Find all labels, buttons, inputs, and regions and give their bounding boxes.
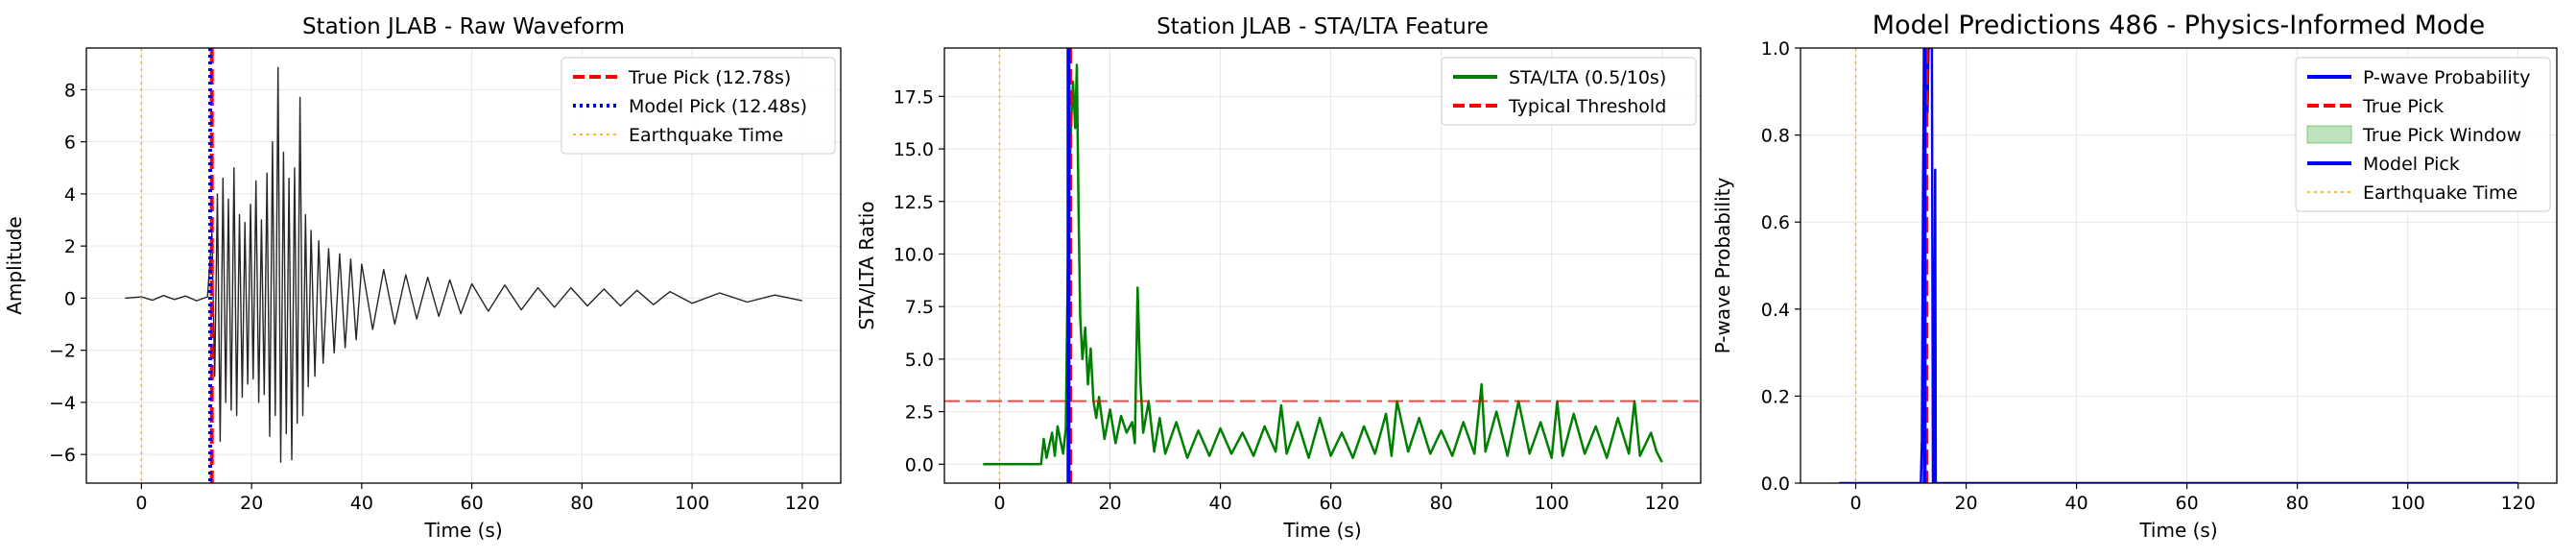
y-tick-label: 6 bbox=[64, 133, 76, 154]
y-tick-label: 0.0 bbox=[905, 454, 934, 475]
legend: True Pick (12.78s) Model Pick (12.48s) Ear… bbox=[561, 57, 836, 155]
y-tick-label: 0 bbox=[64, 288, 76, 309]
legend-box bbox=[1441, 57, 1697, 126]
plot-area bbox=[125, 48, 802, 483]
x-tick-label: 40 bbox=[1208, 493, 1231, 514]
plot-area bbox=[944, 48, 1701, 483]
axes-frame bbox=[85, 47, 842, 484]
y-tick-label: 15.0 bbox=[894, 139, 934, 160]
axes-frame bbox=[1800, 47, 2558, 484]
legend-box bbox=[561, 57, 836, 155]
x-axis-label: Time (s) bbox=[1282, 519, 1361, 542]
x-tick-label: 0 bbox=[135, 493, 147, 514]
y-axis-label: STA/LTA Ratio bbox=[855, 201, 878, 329]
axes-frame bbox=[943, 47, 1702, 484]
y-tick-label: 2.5 bbox=[905, 402, 934, 424]
series-waveform-0 bbox=[125, 66, 802, 463]
legend: P-wave Probability True Pick True Pick Win… bbox=[2295, 57, 2551, 212]
x-tick-label: 100 bbox=[2391, 493, 2425, 514]
y-tick-label: 8 bbox=[64, 80, 76, 101]
y-tick-label: −4 bbox=[49, 393, 76, 414]
y-tick-label: 12.5 bbox=[894, 192, 934, 213]
y-tick-label: 0.8 bbox=[1761, 126, 1790, 147]
x-tick-label: 60 bbox=[1320, 493, 1343, 514]
x-tick-label: 60 bbox=[461, 493, 484, 514]
legend-box bbox=[2295, 57, 2551, 212]
legend-label: STA/LTA (0.5/10s) bbox=[1509, 67, 1666, 88]
x-tick-label: 20 bbox=[1098, 493, 1121, 514]
y-tick-label: 7.5 bbox=[905, 297, 934, 318]
legend-label: True Pick Window bbox=[2362, 125, 2521, 146]
legend-label: Typical Threshold bbox=[1508, 96, 1666, 117]
y-tick-label: 5.0 bbox=[905, 350, 934, 371]
y-tick-label: 0.0 bbox=[1761, 474, 1790, 495]
legend-label: Model Pick (12.48s) bbox=[629, 96, 807, 117]
legend-label: P-wave Probability bbox=[2363, 67, 2531, 88]
x-tick-label: 120 bbox=[1645, 493, 1680, 514]
x-tick-label: 80 bbox=[570, 493, 593, 514]
x-tick-label: 40 bbox=[2064, 493, 2087, 514]
x-tick-label: 120 bbox=[785, 493, 820, 514]
legend-label: Model Pick bbox=[2363, 154, 2460, 175]
x-axis-label: Time (s) bbox=[2138, 519, 2217, 542]
x-tick-label: 60 bbox=[2176, 493, 2199, 514]
x-tick-label: 0 bbox=[993, 493, 1005, 514]
chart-title: Station JLAB - STA/LTA Feature bbox=[1157, 14, 1489, 39]
y-tick-label: 17.5 bbox=[894, 86, 934, 108]
chart-panel-3: 0 20 40 60 80 100 120 0.0 0.2 0.4 0.6 0.8 1.0 Model P… bbox=[1711, 11, 2558, 542]
legend-label: True Pick (12.78s) bbox=[628, 67, 791, 88]
legend-label: Earthquake Time bbox=[2363, 182, 2517, 204]
x-tick-label: 0 bbox=[1849, 493, 1861, 514]
x-tick-label: 120 bbox=[2501, 493, 2536, 514]
y-tick-label: 1.0 bbox=[1761, 38, 1790, 60]
legend-swatch bbox=[2306, 125, 2352, 144]
x-axis-label: Time (s) bbox=[423, 519, 502, 542]
chart-title: Station JLAB - Raw Waveform bbox=[302, 14, 625, 39]
chart-title: Model Predictions 486 - Physics-Informed… bbox=[1872, 11, 2485, 40]
series-line-0 bbox=[983, 63, 1663, 466]
y-tick-label: 0.4 bbox=[1761, 300, 1790, 321]
y-tick-label: −2 bbox=[49, 341, 76, 362]
y-axis-label: Amplitude bbox=[3, 216, 26, 315]
x-tick-label: 80 bbox=[1430, 493, 1453, 514]
y-tick-label: 0.2 bbox=[1761, 386, 1790, 407]
y-tick-label: 0.6 bbox=[1761, 212, 1790, 233]
y-tick-label: 10.0 bbox=[894, 244, 934, 265]
y-tick-label: 4 bbox=[64, 184, 76, 206]
x-tick-label: 100 bbox=[675, 493, 709, 514]
y-axis-label: P-wave Probability bbox=[1711, 178, 1734, 354]
x-tick-label: 80 bbox=[2286, 493, 2309, 514]
legend-label: True Pick bbox=[2362, 96, 2444, 117]
x-tick-label: 40 bbox=[350, 493, 373, 514]
y-tick-label: 2 bbox=[64, 236, 76, 257]
chart-panel-2: 0 20 40 60 80 100 120 0.0 2.5 5.0 7.5 10.0 12.5 15.0 1… bbox=[855, 14, 1702, 542]
legend: STA/LTA (0.5/10s) Typical Threshold bbox=[1441, 57, 1697, 126]
x-tick-label: 100 bbox=[1535, 493, 1569, 514]
plot-area bbox=[1839, 48, 2518, 483]
x-tick-label: 20 bbox=[240, 493, 263, 514]
chart-panel-1: 0 20 40 60 80 100 120 −6 −4 −2 0 2 4 6 8 Station JLAB -… bbox=[3, 14, 842, 542]
x-tick-label: 20 bbox=[1954, 493, 1977, 514]
y-tick-label: −6 bbox=[49, 445, 76, 466]
legend-label: Earthquake Time bbox=[629, 125, 783, 146]
